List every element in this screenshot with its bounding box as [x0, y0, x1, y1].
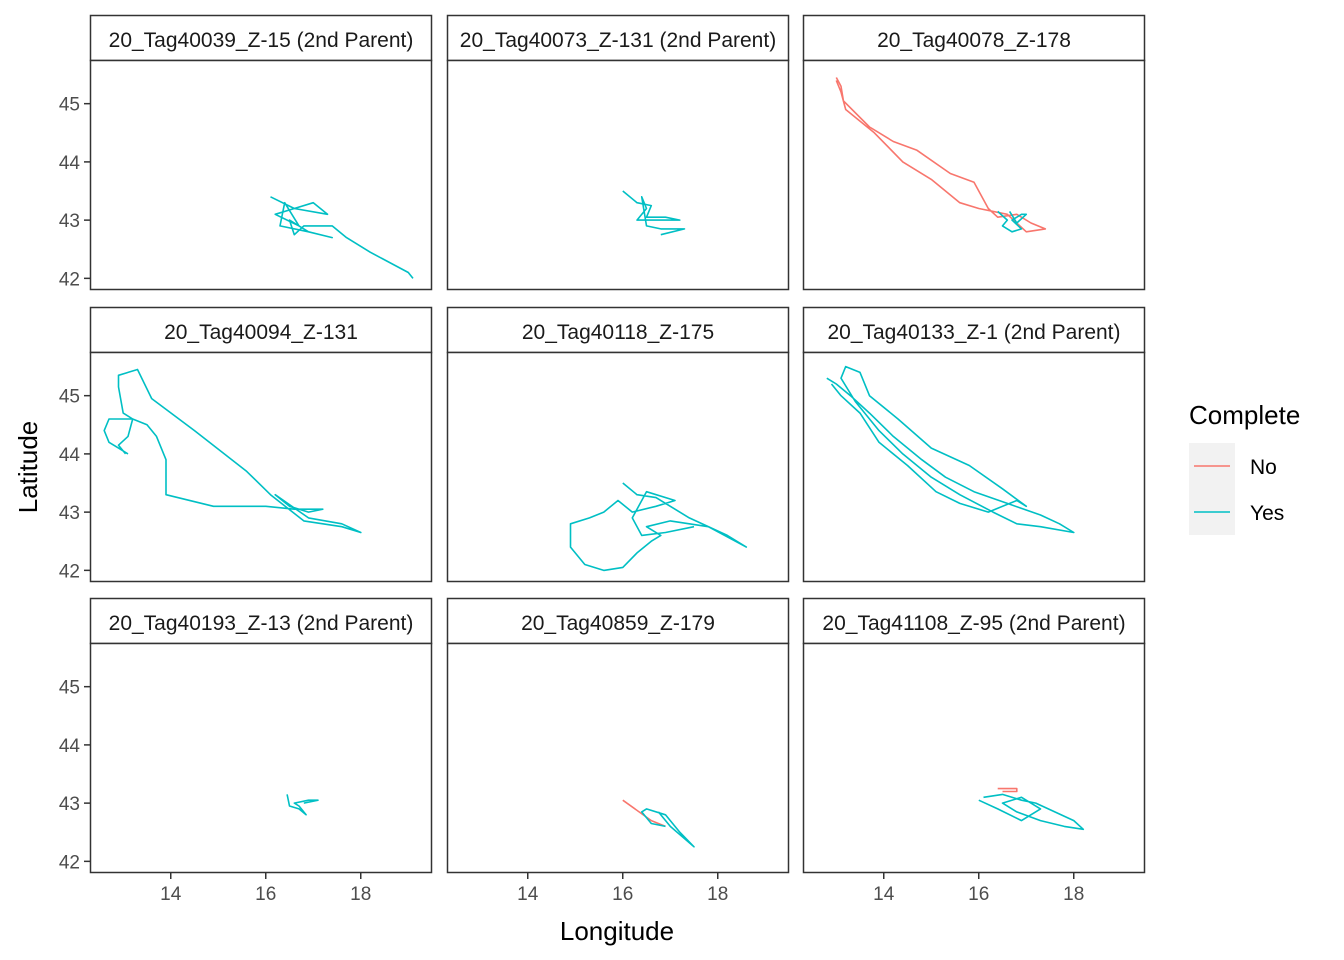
- facet-strip-label: 20_Tag40859_Z-179: [521, 612, 715, 635]
- y-tick-label: 44: [59, 153, 81, 174]
- track-yes: [640, 808, 695, 848]
- facet-strip: [802, 597, 1146, 645]
- y-tick-label: 45: [59, 387, 80, 408]
- panel-frame: [446, 59, 790, 291]
- panel-3: 20_Tag40078_Z-178: [802, 14, 1146, 291]
- facet-strip: [802, 306, 1146, 354]
- y-tick-label: 43: [59, 503, 80, 524]
- facet-strip-label: 20_Tag40193_Z-13 (2nd Parent): [109, 612, 414, 635]
- facet-strip-label: 20_Tag40133_Z-1 (2nd Parent): [827, 321, 1120, 344]
- panel-5: 20_Tag40118_Z-175: [446, 306, 790, 583]
- y-tick-label: 45: [59, 95, 80, 116]
- facet-strip: [89, 306, 433, 354]
- panel-8: 20_Tag40859_Z-179 14 16 18: [446, 597, 790, 905]
- y-tick-label: 44: [59, 736, 81, 757]
- panel-frame: [89, 351, 433, 583]
- facet-strip: [802, 14, 1146, 62]
- facet-strip-label: 20_Tag40078_Z-178: [877, 29, 1071, 52]
- x-tick-label: 18: [1063, 884, 1084, 905]
- legend-label-no: No: [1250, 456, 1277, 479]
- facet-strip-label: 20_Tag40094_Z-131: [164, 321, 358, 344]
- track-yes: [978, 793, 1085, 831]
- track-yes: [103, 368, 362, 534]
- legend-title: Complete: [1189, 400, 1300, 430]
- track-yes: [286, 794, 319, 816]
- facet-strip-label: 20_Tag40118_Z-175: [522, 321, 714, 344]
- y-tick-label: 43: [59, 794, 80, 815]
- y-tick-label: 42: [59, 852, 80, 873]
- panel-6: 20_Tag40133_Z-1 (2nd Parent): [802, 306, 1146, 583]
- x-axis-title: Longitude: [560, 916, 674, 946]
- panel-9: 20_Tag41108_Z-95 (2nd Parent) 14 16 18: [802, 597, 1146, 905]
- y-axis-title: Latitude: [13, 421, 43, 514]
- y-tick-label: 42: [59, 561, 80, 582]
- facet-strip: [446, 306, 790, 354]
- y-tick-label: 44: [59, 445, 81, 466]
- facet-strip-label: 20_Tag40039_Z-15 (2nd Parent): [109, 29, 414, 52]
- panel-frame: [802, 351, 1146, 583]
- legend: Complete No Yes: [1189, 400, 1300, 535]
- panel-frame: [446, 642, 790, 874]
- x-tick-label: 16: [612, 884, 633, 905]
- track-yes: [622, 190, 686, 236]
- panel-frame: [446, 351, 790, 583]
- facet-strip: [89, 14, 433, 62]
- x-tick-label: 18: [350, 884, 371, 905]
- panel-2: 20_Tag40073_Z-131 (2nd Parent): [446, 14, 790, 291]
- track-yes: [270, 196, 414, 279]
- x-tick-label: 16: [968, 884, 989, 905]
- facet-strip-label: 20_Tag41108_Z-95 (2nd Parent): [822, 612, 1125, 635]
- panel-4: 20_Tag40094_Z-131 42 43 44 45: [59, 306, 433, 583]
- track-no: [622, 799, 666, 828]
- track-yes: [569, 482, 748, 572]
- panel-7: 20_Tag40193_Z-13 (2nd Parent) 42 43 44 45 14 1…: [59, 597, 433, 905]
- panel-1: 20_Tag40039_Z-15 (2nd Parent) 42 43 44 45: [59, 14, 433, 291]
- panel-frame: [802, 642, 1146, 874]
- panel-frame: [89, 59, 433, 291]
- x-tick-label: 16: [255, 884, 276, 905]
- track-no: [835, 77, 1047, 233]
- y-tick-label: 43: [59, 211, 80, 232]
- legend-label-yes: Yes: [1250, 502, 1284, 525]
- x-tick-label: 18: [707, 884, 728, 905]
- track-yes: [997, 210, 1028, 233]
- track-yes: [826, 365, 1075, 534]
- y-tick-label: 45: [59, 678, 80, 699]
- x-tick-label: 14: [873, 884, 895, 905]
- x-tick-label: 14: [517, 884, 539, 905]
- x-tick-label: 14: [160, 884, 182, 905]
- panel-frame: [89, 642, 433, 874]
- track-no: [997, 787, 1018, 793]
- facet-strip-label: 20_Tag40073_Z-131 (2nd Parent): [460, 29, 776, 52]
- y-tick-label: 42: [59, 269, 80, 290]
- panel-frame: [802, 59, 1146, 291]
